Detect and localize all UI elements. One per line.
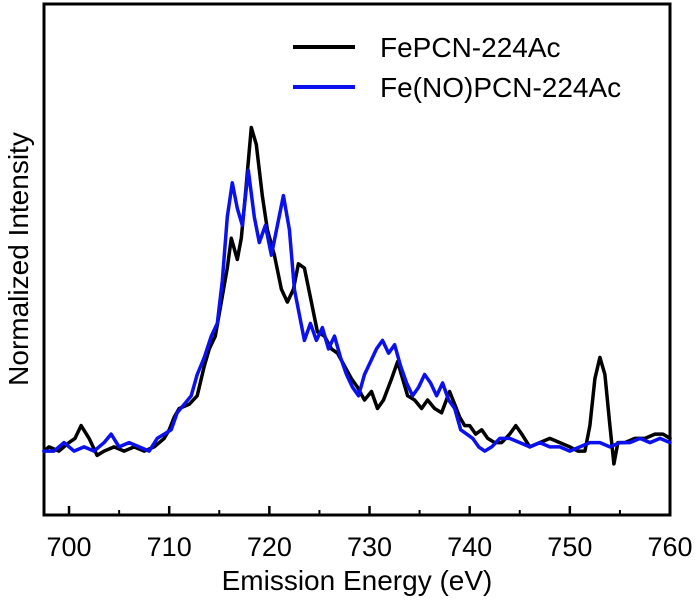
legend-label: Fe(NO)PCN-224Ac (380, 72, 621, 103)
plot-area-frame (42, 2, 672, 517)
x-axis-ticks: 700 710 720 730 740 750 760 (47, 506, 693, 562)
legend-label: FePCN-224Ac (380, 32, 561, 63)
x-tick-label: 750 (547, 532, 592, 562)
x-tick-label: 730 (347, 532, 392, 562)
x-tick-label: 710 (147, 532, 192, 562)
x-axis-label: Emission Energy (eV) (222, 565, 493, 596)
x-tick-label: 700 (47, 532, 92, 562)
y-axis-label: Normalized Intensity (3, 132, 34, 386)
series-line-1 (42, 125, 672, 466)
legend: FePCN-224Ac Fe(NO)PCN-224Ac (293, 32, 621, 103)
series-line-2 (42, 168, 672, 453)
series-layer (42, 125, 672, 466)
x-tick-label: 740 (447, 532, 492, 562)
x-tick-label: 720 (247, 532, 292, 562)
x-tick-label: 760 (647, 532, 692, 562)
